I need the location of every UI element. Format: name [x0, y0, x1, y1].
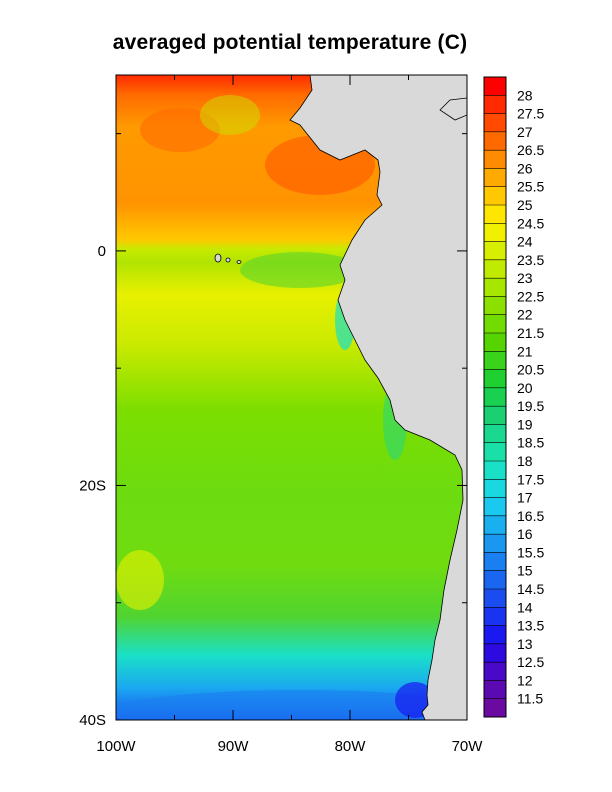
colorbar-swatch	[484, 643, 506, 663]
galapagos-island	[225, 257, 231, 263]
figure-title: averaged potential temperature (C)	[112, 31, 468, 54]
colorbar-swatch	[484, 680, 506, 700]
colorbar-frame	[483, 76, 507, 718]
colorbar-swatch	[484, 607, 506, 626]
colorbar-label: 24	[517, 234, 533, 250]
warm-eddy	[116, 550, 164, 610]
colorbar-swatch	[484, 625, 506, 645]
x-tick-label: 80W	[335, 738, 367, 755]
colorbar: 28 27.5 27 26.5 26 25.5 25 24.5 24 23.5 23 22.5 22 21…	[483, 76, 544, 718]
y-axis: 0 20S 40S	[79, 133, 467, 729]
x-axis: 100W 90W 80W 70W	[96, 75, 483, 755]
colorbar-label: 27.5	[517, 106, 544, 122]
colorbar-swatch	[484, 113, 506, 133]
colorbar-label: 21.5	[517, 325, 544, 341]
colorbar-swatch	[484, 259, 506, 279]
galapagos-island	[236, 260, 242, 264]
cool-tongue	[240, 252, 360, 288]
colorbar-swatch	[484, 95, 506, 114]
colorbar-swatch	[484, 278, 506, 297]
colorbar-label: 15	[517, 563, 533, 579]
y-tick-label: 20S	[79, 477, 106, 494]
colorbar-swatch	[484, 369, 506, 389]
x-tick-label: 90W	[218, 738, 250, 755]
colorbar-swatch	[484, 314, 506, 334]
colorbar-swatch	[484, 479, 506, 498]
colorbar-label: 20.5	[517, 362, 544, 378]
colorbar-label: 19.5	[517, 398, 544, 414]
map-area	[116, 75, 467, 720]
colorbar-label: 12.5	[517, 654, 544, 670]
colorbar-label: 11.5	[517, 691, 543, 707]
colorbar-swatch	[484, 442, 506, 462]
colorbar-label: 15.5	[517, 544, 544, 560]
colorbar-swatch	[484, 333, 506, 352]
colorbar-swatch	[484, 296, 506, 316]
colorbar-swatch	[484, 387, 506, 407]
colorbar-swatch	[484, 589, 506, 608]
colorbar-label: 23	[517, 270, 533, 286]
colorbar-label: 18	[517, 453, 533, 469]
colorbar-label: 24.5	[517, 215, 544, 231]
colorbar-label: 18.5	[517, 435, 544, 451]
colorbar-label: 22.5	[517, 288, 544, 304]
colorbar-swatch	[484, 662, 506, 681]
colorbar-label: 13	[517, 636, 533, 652]
colorbar-swatch	[484, 131, 506, 151]
colorbar-swatch	[484, 424, 506, 444]
galapagos-island	[214, 253, 222, 263]
colorbar-swatch	[484, 168, 506, 188]
colorbar-label: 26	[517, 160, 533, 176]
x-tick-label: 70W	[452, 738, 484, 755]
colorbar-label: 16	[517, 526, 533, 542]
colorbar-swatch	[484, 534, 506, 553]
colorbar-swatch	[484, 77, 506, 96]
colorbar-label: 14.5	[517, 581, 544, 597]
cool-eddy	[200, 95, 260, 135]
warm-pool	[140, 108, 220, 152]
colorbar-swatch	[484, 552, 506, 572]
cold-southern-region	[116, 690, 467, 720]
colorbar-swatch	[484, 570, 506, 590]
colorbar-swatch	[484, 406, 506, 425]
colorbar-swatch	[484, 205, 506, 224]
colorbar-label: 19	[517, 416, 533, 432]
colorbar-swatch	[484, 241, 506, 261]
colorbar-label: 27	[517, 124, 533, 140]
y-tick-label: 40S	[79, 712, 106, 729]
colorbar-label: 12	[517, 672, 533, 688]
colorbar-label: 25	[517, 197, 533, 213]
colorbar-label: 20	[517, 380, 533, 396]
colorbar-label: 16.5	[517, 508, 544, 524]
colorbar-label: 26.5	[517, 142, 544, 158]
y-tick-label: 0	[98, 243, 106, 260]
colorbar-swatch	[484, 497, 506, 517]
colorbar-swatch	[484, 515, 506, 535]
cuba-coast	[439, 97, 467, 121]
colorbar-swatch	[484, 150, 506, 169]
colorbar-label: 23.5	[517, 252, 544, 268]
colorbar-label: 25.5	[517, 179, 544, 195]
colorbar-label: 22	[517, 307, 533, 323]
colorbar-label: 17	[517, 490, 533, 506]
colorbar-label: 14	[517, 599, 533, 615]
colorbar-label: 28	[517, 87, 533, 103]
colorbar-label: 21	[517, 343, 533, 359]
colorbar-swatch	[484, 351, 506, 370]
colorbar-swatch	[484, 186, 506, 206]
colorbar-label: 13.5	[517, 618, 544, 634]
south-america-landmass	[225, 75, 467, 720]
colorbar-swatch	[484, 461, 506, 480]
colorbar-label: 17.5	[517, 471, 544, 487]
x-tick-label: 100W	[96, 738, 136, 755]
colorbar-swatch	[484, 698, 506, 718]
colorbar-swatch	[484, 223, 506, 242]
